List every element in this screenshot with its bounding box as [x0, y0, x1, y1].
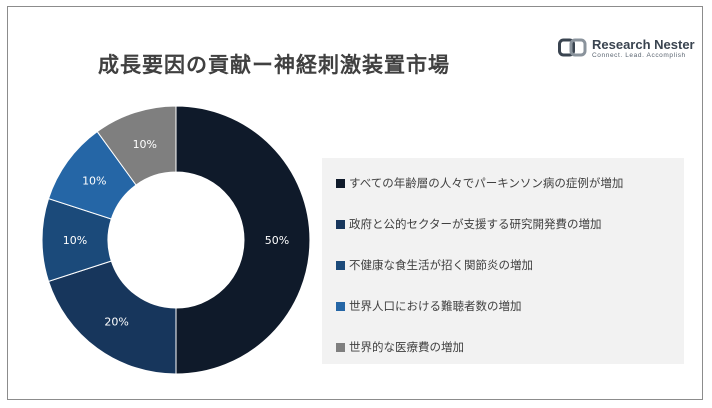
- donut-slice-label-2: 20%: [104, 316, 128, 329]
- brand-name: Research Nester: [592, 37, 695, 52]
- brand-tagline: Connect. Lead. Accomplish: [592, 52, 686, 59]
- legend-item-2: 政府と公的セクターが支援する研究開発費の増加: [336, 215, 602, 233]
- legend-label-2: 政府と公的セクターが支援する研究開発費の増加: [349, 217, 602, 231]
- legend-swatch-3: [336, 260, 345, 270]
- donut-slice-label-3: 10%: [63, 234, 87, 247]
- donut-slice-2: [47, 260, 177, 375]
- donut-slice-label-4: 10%: [82, 175, 106, 188]
- donut-slice-label-5: 10%: [133, 138, 157, 151]
- research-nester-logo-icon: [558, 38, 587, 57]
- legend-swatch-2: [336, 219, 345, 229]
- donut-slice-label-1: 50%: [265, 234, 289, 247]
- legend-label-3: 不健康な食生活が招く関節炎の増加: [349, 258, 533, 272]
- donut-slice-1: [175, 105, 311, 375]
- legend-label-1: すべての年齢層の人々でパーキンソン病の症例が増加: [349, 176, 624, 190]
- legend-item-5: 世界的な医療費の増加: [336, 338, 464, 356]
- legend-item-1: すべての年齢層の人々でパーキンソン病の症例が増加: [336, 174, 623, 192]
- donut-chart-svg: 50% 20% 10% 10% 10%: [41, 105, 311, 375]
- legend-label-5: 世界的な医療費の増加: [349, 340, 464, 354]
- legend: すべての年齢層の人々でパーキンソン病の症例が増加 政府と公的セクターが支援する研究…: [322, 158, 684, 364]
- legend-swatch-1: [336, 178, 345, 188]
- chart-title: 成長要因の貢献ー神経刺激装置市場: [98, 53, 450, 77]
- legend-swatch-5: [336, 342, 345, 352]
- donut-slice-5: [96, 105, 177, 186]
- donut-chart: 50% 20% 10% 10% 10%: [40, 104, 312, 376]
- legend-swatch-4: [336, 301, 345, 311]
- legend-item-4: 世界人口における難聴者数の増加: [336, 297, 522, 315]
- brand: Research Nester Connect. Lead. Accomplis…: [558, 37, 703, 63]
- legend-item-3: 不健康な食生活が招く関節炎の増加: [336, 256, 533, 274]
- legend-label-4: 世界人口における難聴者数の増加: [349, 299, 522, 313]
